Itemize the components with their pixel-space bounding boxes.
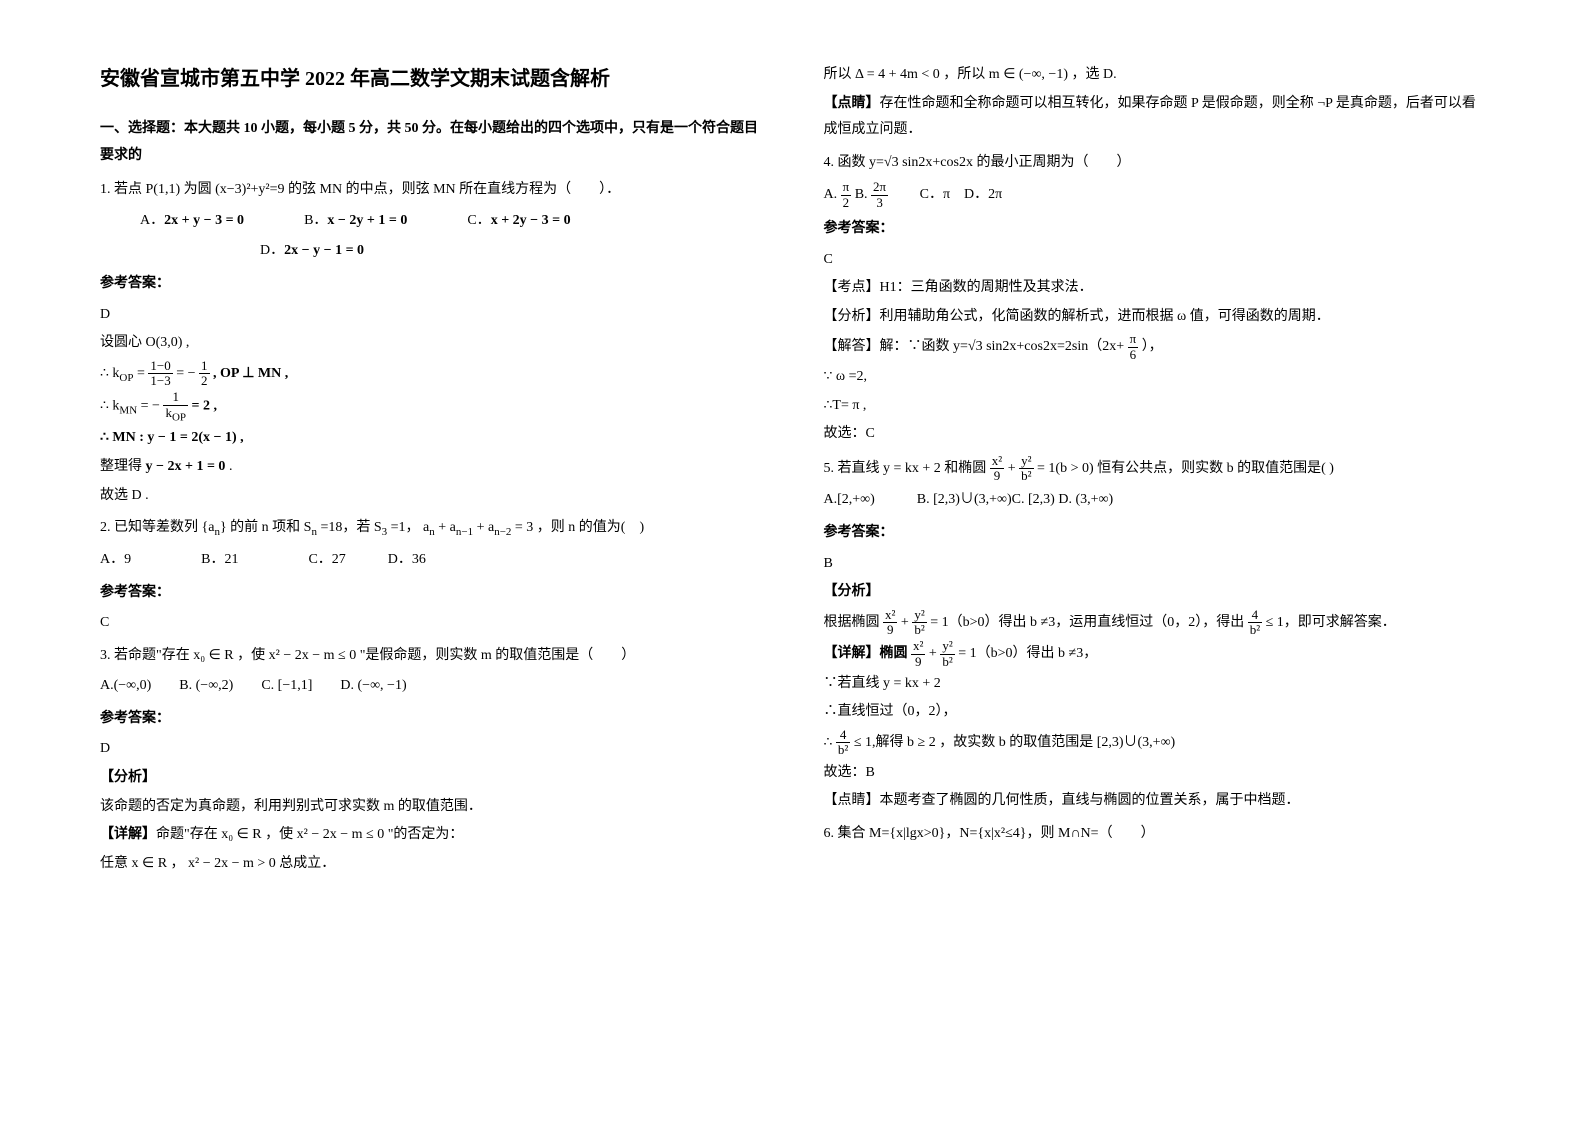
q5-ans: B — [824, 551, 1488, 578]
q3-sol3: 任意 x ∈ R ， x² − 2x − m > 0 总成立． — [100, 851, 764, 878]
q5-opts: A.[2,+∞) B. [2,3)∪(3,+∞)C. [2,3) D. (3,+… — [824, 487, 1488, 514]
q4-tag1: 【考点】H1：三角函数的周期性及其求法． — [824, 275, 1488, 302]
q5-sol4: ∴ 4b² ≤ 1,解得 b ≥ 2 ，故实数 b 的取值范围是 [2,3)∪(… — [824, 728, 1488, 758]
q5-sol1: 根据椭圆 x²9 + y²b² = 1（b>0）得出 b ≠3，运用直线恒过（0… — [824, 608, 1488, 638]
q4-ans-label: 参考答案： — [824, 216, 1488, 243]
q4-stem: 4. 函数 y=√3 sin2x+cos2x 的最小正周期为（ ） — [824, 150, 1488, 177]
q5-tag3: 【点睛】本题考查了椭圆的几何性质，直线与椭圆的位置关系，属于中档题． — [824, 788, 1488, 815]
doc-title: 安徽省宣城市第五中学 2022 年高二数学文期末试题含解析 — [100, 60, 764, 98]
q4-ans: C — [824, 247, 1488, 274]
right-column: 所以 Δ = 4 + 4m < 0 ，所以 m ∈ (−∞, −1) ，选 D.… — [824, 60, 1488, 879]
q1-sol2: ∴ kOP = 1−01−3 = − 12 , OP ⊥ MN , — [100, 359, 764, 389]
q3-ans-label: 参考答案： — [100, 706, 764, 733]
frac-icon: π2 — [841, 180, 852, 210]
frac-icon: x²9 — [911, 639, 925, 669]
frac-icon: x²9 — [883, 608, 897, 638]
q1-sol3: ∴ kMN = − 1kOP = 2 , — [100, 390, 764, 423]
frac-icon: y²b² — [940, 639, 954, 669]
q5-stem: 5. 若直线 y = kx + 2 和椭圆 x²9 + y²b² = 1(b >… — [824, 454, 1488, 484]
q1-sol1: 设圆心 O(3,0) , — [100, 330, 764, 357]
q3-tag1: 【分析】 — [100, 765, 764, 792]
q2-stem: 2. 已知等差数列 {an} 的前 n 项和 Sn =18，若 S3 =1， a… — [100, 515, 764, 543]
q1-ans-label: 参考答案： — [100, 271, 764, 298]
q5-sol2: ∵若直线 y = kx + 2 — [824, 671, 1488, 698]
q5-tag1: 【分析】 — [824, 579, 1488, 606]
frac-icon: 12 — [199, 359, 210, 389]
q5-sol3: ∴直线恒过（0，2）， — [824, 699, 1488, 726]
q1-sol5: 整理得 整理得 y − 2x + 1 = 0 .y − 2x + 1 = 0 . — [100, 454, 764, 481]
q3-sol1: 该命题的否定为真命题，利用判别式可求实数 m 的取值范围． — [100, 794, 764, 821]
q3-stem: 3. 若命题"存在 x₀ ∈ R ，使 x² − 2x − m ≤ 0 "是假命… — [100, 643, 764, 670]
frac-icon: 1−01−3 — [148, 359, 172, 389]
q4-sol1: ∵ ω =2, — [824, 364, 1488, 391]
q1-optD: D．2x − y − 1 = 0 — [260, 238, 364, 265]
left-column: 安徽省宣城市第五中学 2022 年高二数学文期末试题含解析 一、选择题：本大题共… — [100, 60, 764, 879]
q1-options-row1: A．2x + y − 3 = 0 B．x − 2y + 1 = 0 C．x + … — [140, 208, 764, 235]
q1-sol6: 故选 D . — [100, 483, 764, 510]
q4-tag2: 【分析】利用辅助角公式，化简函数的解析式，进而根据 ω 值，可得函数的周期． — [824, 304, 1488, 331]
q1-optA: A．2x + y − 3 = 0 — [140, 208, 244, 235]
q1-ans: D — [100, 302, 764, 329]
q4-sol2: ∴T= π , — [824, 393, 1488, 420]
q5-ans-label: 参考答案： — [824, 520, 1488, 547]
q1-stem: 1. 若点 P(1,1) 为圆 (x−3)²+y²=9 的弦 MN 的中点，则弦… — [100, 177, 764, 204]
section-header: 一、选择题：本大题共 10 小题，每小题 5 分，共 50 分。在每小题给出的四… — [100, 116, 764, 169]
q4-opts: A. π2 B. 2π3 C．π D．2π — [824, 180, 1488, 210]
q1-sol4: ∴ MN : y − 1 = 2(x − 1) , — [100, 425, 764, 452]
q1-options-row2: D．2x − y − 1 = 0 — [260, 238, 764, 265]
frac-icon: y²b² — [1019, 454, 1033, 484]
q3-opts: A.(−∞,0) B. (−∞,2) C. [−1,1] D. (−∞, −1) — [100, 673, 764, 700]
frac-icon: 4b² — [1248, 608, 1262, 638]
q1-text: 1. 若点 P(1,1) 为圆 (x−3)²+y²=9 的弦 MN 的中点，则弦… — [100, 182, 620, 197]
q5-sol5: 故选：B — [824, 760, 1488, 787]
q1-optC: C．x + 2y − 3 = 0 — [467, 208, 570, 235]
q4-sol3: 故选：C — [824, 421, 1488, 448]
frac-icon: 2π3 — [871, 180, 888, 210]
frac-icon: y²b² — [912, 608, 926, 638]
q4-tag3: 【解答】解：∵函数 y=√3 sin2x+cos2x=2sin（2x+ π6 ）… — [824, 332, 1488, 362]
frac-icon: 1kOP — [163, 390, 188, 423]
q6-stem: 6. 集合 M={x|lgx>0}，N={x|x²≤4}，则 M∩N=（ ） — [824, 821, 1488, 848]
frac-icon: π6 — [1128, 332, 1139, 362]
q2-ans: C — [100, 610, 764, 637]
frac-icon: 4b² — [836, 728, 850, 758]
frac-icon: x²9 — [990, 454, 1004, 484]
q2-opts: A．9 B．21 C．27 D．36 — [100, 547, 764, 574]
q5-tag2: 【详解】椭圆 x²9 + y²b² = 1（b>0）得出 b ≠3， — [824, 639, 1488, 669]
q2-ans-label: 参考答案： — [100, 580, 764, 607]
q3-sol5: 【点睛】存在性命题和全称命题可以相互转化，如果存命题 P 是假命题，则全称 ¬P… — [824, 91, 1488, 144]
q3-ans: D — [100, 736, 764, 763]
q3-sol2: 【详解】命题"存在 x₀ ∈ R ，使 x² − 2x − m ≤ 0 "的否定… — [100, 822, 764, 849]
q3-sol4: 所以 Δ = 4 + 4m < 0 ，所以 m ∈ (−∞, −1) ，选 D. — [824, 62, 1488, 89]
q1-optB: B．x − 2y + 1 = 0 — [304, 208, 407, 235]
